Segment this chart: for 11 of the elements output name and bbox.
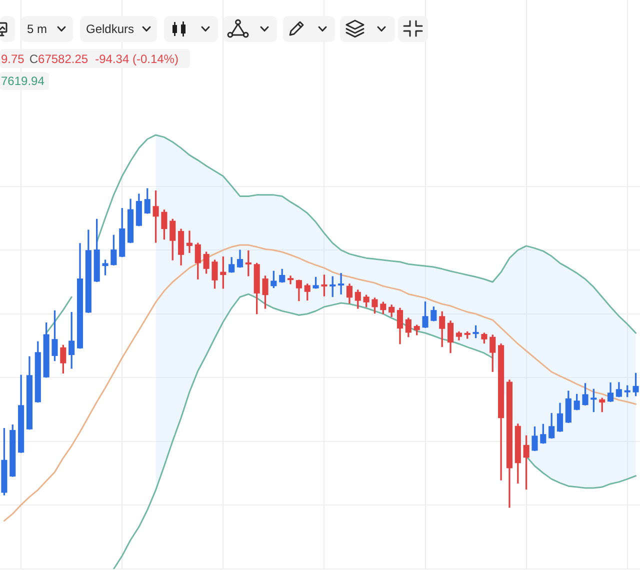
text: -94.34 (-0.14%) <box>95 52 178 66</box>
text: Geldkurs <box>86 22 134 36</box>
text: 7619.94 <box>1 74 44 88</box>
candlestick <box>186 230 193 253</box>
text: 9.75 <box>1 52 24 66</box>
text: 5 m <box>27 22 48 36</box>
text: 67582.25 <box>38 52 88 66</box>
candlestick <box>245 250 252 276</box>
candlestick <box>338 273 344 294</box>
candlestick <box>287 276 294 284</box>
text: C <box>29 52 38 66</box>
